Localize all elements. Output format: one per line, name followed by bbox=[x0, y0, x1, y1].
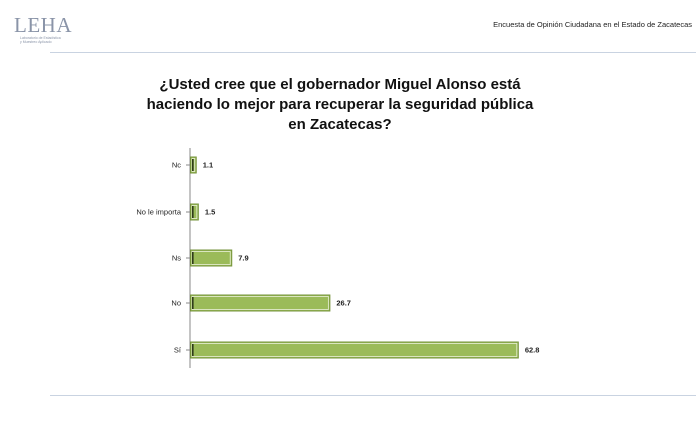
footer-divider bbox=[50, 395, 696, 396]
category-label: Ns bbox=[172, 254, 181, 263]
chart-title: ¿Usted cree que el gobernador Miguel Alo… bbox=[140, 75, 540, 135]
bar bbox=[190, 294, 331, 312]
bar bbox=[190, 341, 519, 359]
value-label: 7.9 bbox=[238, 254, 248, 263]
bar-start-marker bbox=[192, 344, 194, 356]
bar bbox=[190, 203, 199, 221]
value-label: 1.5 bbox=[205, 208, 215, 217]
logo: LEHA Laboratorio de Estadística y Muestr… bbox=[14, 14, 74, 44]
logo-text: LEHA bbox=[14, 13, 72, 37]
value-label: 62.8 bbox=[525, 346, 540, 355]
category-label: No bbox=[171, 299, 181, 308]
logo-subtitle-1: Laboratorio de Estadística bbox=[20, 36, 61, 40]
category-label: Sí bbox=[174, 346, 182, 355]
value-label: 26.7 bbox=[336, 299, 351, 308]
value-label: 1.1 bbox=[203, 161, 213, 170]
bar-start-marker bbox=[192, 297, 194, 309]
chart-title-line-3: en Zacatecas? bbox=[288, 116, 392, 133]
bar bbox=[190, 249, 233, 267]
category-label: Nc bbox=[172, 161, 181, 170]
bar-start-marker bbox=[192, 206, 194, 218]
chart-title-line-2: haciendo lo mejor para recuperar la segu… bbox=[146, 96, 534, 113]
survey-caption: Encuesta de Opinión Ciudadana en el Esta… bbox=[493, 20, 692, 29]
chart-title-line-1: ¿Usted cree que el gobernador Miguel Alo… bbox=[159, 76, 521, 93]
category-label: No le importa bbox=[136, 208, 181, 217]
bar-start-marker bbox=[192, 252, 194, 264]
bar-start-marker bbox=[192, 159, 194, 171]
logo-subtitle-2: y Muestreo Aplicado bbox=[20, 40, 52, 44]
header-divider bbox=[50, 52, 696, 53]
